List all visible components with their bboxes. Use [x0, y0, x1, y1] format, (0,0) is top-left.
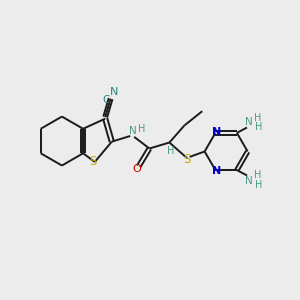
- Text: H: H: [254, 113, 261, 123]
- Text: N: N: [212, 127, 221, 137]
- Text: N: N: [129, 127, 136, 136]
- Text: S: S: [90, 155, 97, 168]
- Text: H: H: [167, 146, 175, 157]
- Text: H: H: [254, 170, 262, 181]
- Text: H: H: [255, 180, 263, 190]
- Text: H: H: [138, 124, 145, 134]
- Text: N: N: [212, 166, 221, 176]
- Text: H: H: [255, 122, 263, 133]
- Text: N: N: [245, 117, 253, 127]
- Text: N: N: [245, 176, 253, 186]
- Text: O: O: [133, 164, 142, 174]
- Text: N: N: [110, 87, 119, 98]
- Text: S: S: [184, 153, 191, 167]
- Text: C: C: [103, 94, 110, 104]
